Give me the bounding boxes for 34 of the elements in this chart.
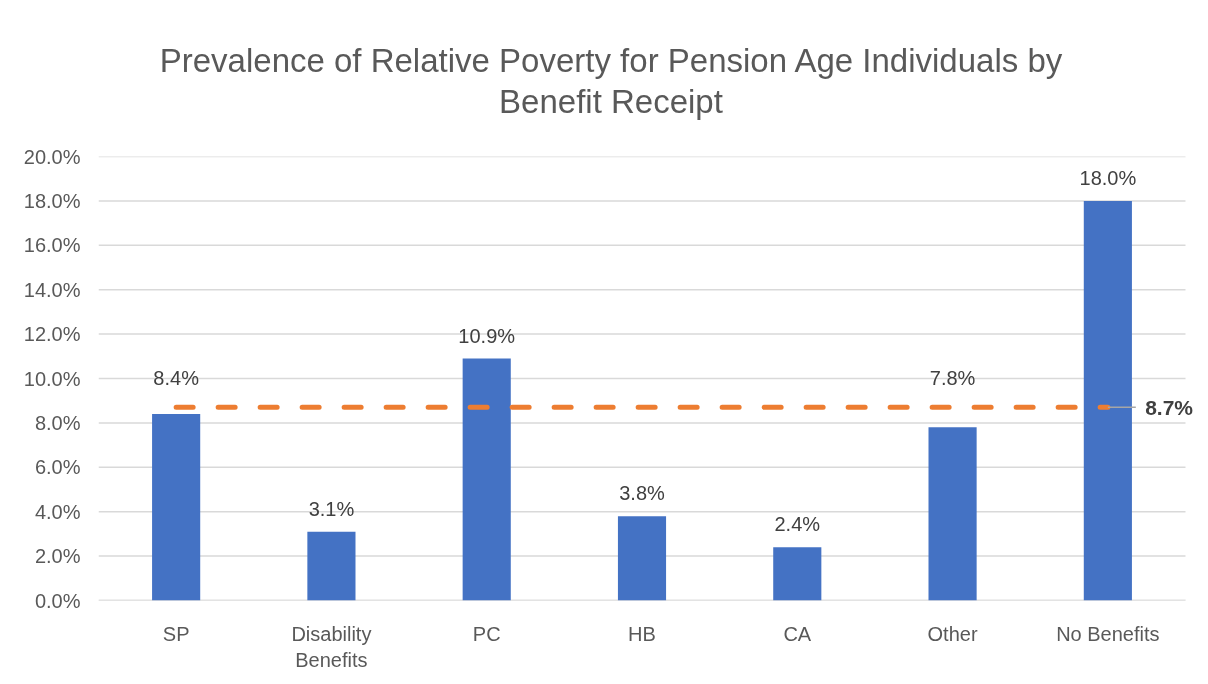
x-tick-label: Disability Benefits bbox=[291, 622, 372, 671]
data-label: 2.4% bbox=[774, 513, 821, 536]
y-tick-label: 0.0% bbox=[34, 589, 81, 612]
data-label: 7.8% bbox=[929, 367, 976, 390]
y-tick-label: 16.0% bbox=[23, 234, 81, 257]
y-tick-label: 8.0% bbox=[34, 411, 81, 434]
data-label: 8.4% bbox=[153, 367, 200, 390]
bar bbox=[1083, 200, 1132, 601]
x-tick-label: SP bbox=[162, 622, 190, 645]
x-tick-label: No Benefits bbox=[1056, 622, 1160, 645]
y-tick-label: 20.0% bbox=[23, 145, 81, 168]
x-tick-label: CA bbox=[783, 622, 812, 645]
y-tick-label: 2.0% bbox=[34, 545, 81, 568]
bar bbox=[617, 516, 667, 601]
bar bbox=[307, 531, 356, 601]
data-label: 3.1% bbox=[308, 497, 355, 520]
bar bbox=[928, 427, 977, 601]
x-tick-label: HB bbox=[628, 622, 656, 645]
bar bbox=[152, 414, 201, 601]
data-label: 18.0% bbox=[1079, 166, 1137, 189]
data-label: 3.8% bbox=[619, 482, 666, 505]
y-tick-label: 12.0% bbox=[23, 323, 81, 346]
data-label: 10.9% bbox=[458, 324, 516, 347]
x-tick-label: Other bbox=[927, 622, 978, 645]
y-tick-label: 4.0% bbox=[34, 500, 81, 523]
chart-title: Prevalence of Relative Poverty for Pension Age Individuals by Benefit Receipt bbox=[159, 41, 1063, 122]
bar bbox=[773, 547, 822, 601]
y-tick-label: 14.0% bbox=[23, 278, 81, 301]
ref-line-label: 8.7% bbox=[1145, 395, 1194, 419]
y-tick-label: 10.0% bbox=[23, 367, 81, 390]
y-tick-label: 18.0% bbox=[23, 189, 81, 212]
bar bbox=[462, 358, 511, 601]
y-tick-label: 6.0% bbox=[34, 456, 81, 479]
x-tick-label: PC bbox=[472, 622, 501, 645]
